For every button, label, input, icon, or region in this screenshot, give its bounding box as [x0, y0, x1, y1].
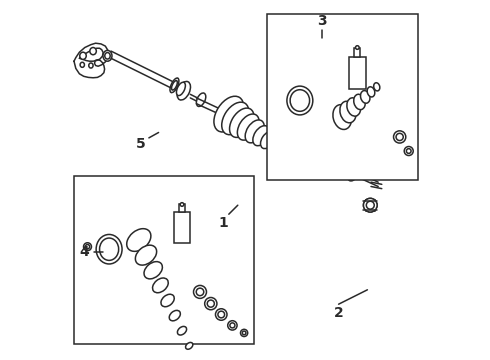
Ellipse shape — [340, 101, 356, 123]
Ellipse shape — [341, 164, 353, 179]
Ellipse shape — [333, 105, 351, 130]
Ellipse shape — [172, 81, 177, 90]
Ellipse shape — [89, 63, 93, 68]
Bar — [174, 212, 190, 243]
Ellipse shape — [103, 50, 112, 61]
Ellipse shape — [237, 114, 259, 140]
Ellipse shape — [83, 243, 92, 251]
Ellipse shape — [364, 198, 377, 212]
Ellipse shape — [374, 83, 380, 91]
Ellipse shape — [99, 238, 119, 260]
Ellipse shape — [361, 91, 370, 103]
Ellipse shape — [152, 278, 168, 293]
Text: 2: 2 — [334, 306, 343, 320]
Ellipse shape — [404, 147, 413, 156]
Text: 5: 5 — [136, 137, 146, 151]
Ellipse shape — [245, 120, 264, 143]
Ellipse shape — [144, 262, 162, 279]
Ellipse shape — [96, 234, 122, 264]
Text: 1: 1 — [219, 216, 228, 230]
Bar — [74, 176, 254, 344]
Bar — [349, 57, 366, 89]
Ellipse shape — [216, 309, 227, 320]
Ellipse shape — [85, 244, 90, 249]
Ellipse shape — [327, 154, 344, 174]
Ellipse shape — [161, 294, 174, 307]
Ellipse shape — [367, 201, 374, 209]
Bar — [366, 200, 374, 211]
Bar — [179, 204, 185, 212]
Ellipse shape — [406, 149, 411, 153]
Ellipse shape — [80, 62, 84, 67]
Ellipse shape — [229, 108, 254, 138]
Ellipse shape — [356, 46, 359, 49]
Ellipse shape — [214, 96, 244, 132]
Ellipse shape — [253, 126, 270, 146]
Ellipse shape — [367, 87, 375, 97]
Ellipse shape — [290, 90, 310, 111]
Ellipse shape — [194, 285, 206, 298]
Ellipse shape — [169, 310, 180, 321]
Ellipse shape — [393, 131, 406, 143]
Text: 3: 3 — [318, 14, 327, 28]
Ellipse shape — [348, 169, 358, 181]
Ellipse shape — [230, 323, 235, 328]
Ellipse shape — [180, 203, 184, 206]
Bar — [354, 48, 360, 57]
Ellipse shape — [228, 321, 237, 330]
Ellipse shape — [313, 144, 335, 170]
Ellipse shape — [135, 245, 157, 265]
Ellipse shape — [90, 48, 97, 55]
Ellipse shape — [320, 149, 340, 172]
Ellipse shape — [186, 342, 193, 349]
Ellipse shape — [196, 93, 206, 107]
Ellipse shape — [105, 53, 110, 59]
Ellipse shape — [222, 102, 249, 135]
Ellipse shape — [176, 82, 185, 96]
Ellipse shape — [287, 86, 313, 115]
Ellipse shape — [241, 329, 248, 337]
Ellipse shape — [242, 331, 246, 335]
Ellipse shape — [196, 288, 204, 296]
Text: 4: 4 — [79, 245, 89, 259]
Ellipse shape — [177, 327, 187, 335]
Ellipse shape — [80, 52, 86, 59]
Ellipse shape — [354, 94, 365, 110]
Ellipse shape — [207, 300, 214, 307]
Ellipse shape — [261, 131, 275, 149]
Ellipse shape — [205, 297, 217, 310]
Ellipse shape — [268, 137, 280, 152]
Ellipse shape — [218, 311, 224, 318]
Ellipse shape — [177, 81, 191, 100]
Ellipse shape — [347, 98, 361, 116]
Ellipse shape — [396, 133, 403, 140]
Ellipse shape — [367, 201, 374, 209]
Ellipse shape — [334, 159, 348, 176]
Ellipse shape — [364, 198, 377, 212]
Ellipse shape — [170, 78, 179, 93]
Bar — [267, 14, 418, 180]
Ellipse shape — [127, 229, 151, 251]
